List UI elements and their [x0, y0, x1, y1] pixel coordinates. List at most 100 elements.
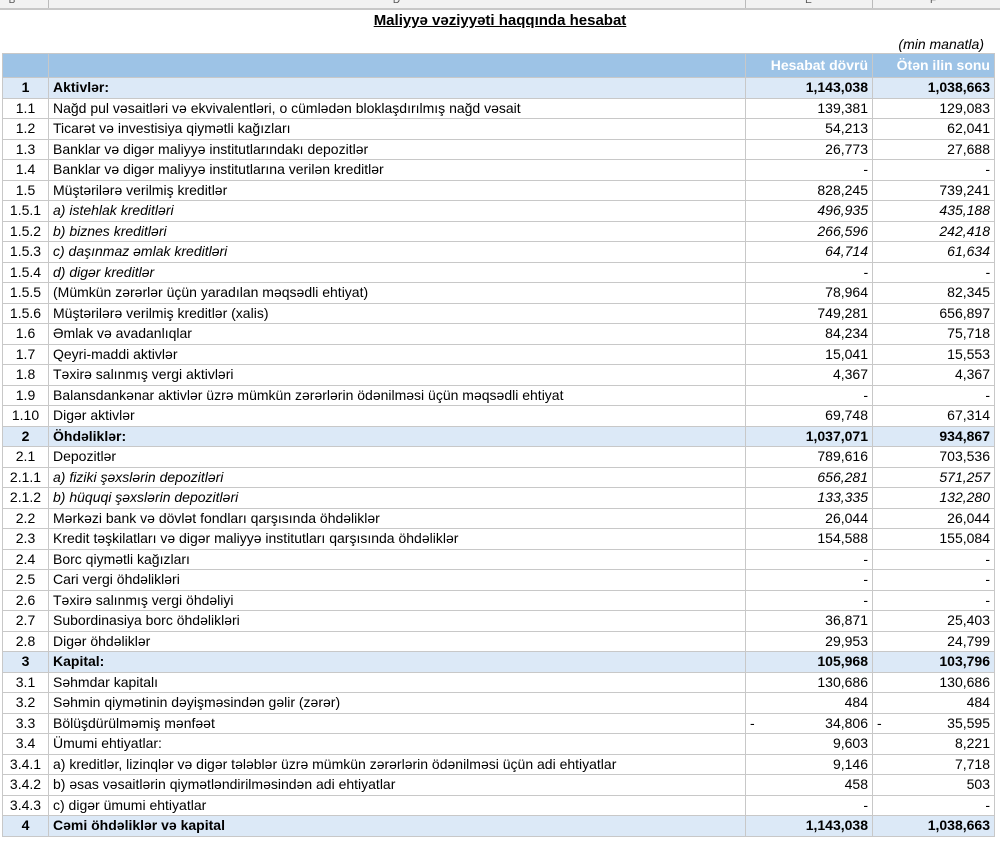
current-period-cell[interactable]: 749,281: [745, 302, 873, 324]
row-description-cell[interactable]: Borc qiymətli kağızları: [48, 548, 746, 570]
row-description-cell[interactable]: Digər aktivlər: [48, 405, 746, 427]
row-number-cell[interactable]: 1.10: [2, 405, 49, 427]
current-period-cell[interactable]: 78,964: [745, 282, 873, 304]
row-description-cell[interactable]: Təxirə salınmış vergi öhdəliyi: [48, 589, 746, 611]
previous-year-cell[interactable]: -: [872, 589, 995, 611]
row-description-cell[interactable]: Müştərilərə verilmiş kreditlər: [48, 179, 746, 201]
current-period-cell[interactable]: 484: [745, 692, 873, 714]
previous-year-cell[interactable]: 242,418: [872, 220, 995, 242]
row-description-cell[interactable]: d) digər kreditlər: [48, 261, 746, 283]
previous-year-cell[interactable]: - 35,595: [872, 712, 995, 734]
current-period-cell[interactable]: 139,381: [745, 97, 873, 119]
previous-year-cell[interactable]: 103,796: [872, 651, 995, 673]
previous-year-cell[interactable]: 24,799: [872, 630, 995, 652]
previous-year-cell[interactable]: 739,241: [872, 179, 995, 201]
previous-year-cell[interactable]: 130,686: [872, 671, 995, 693]
row-number-cell[interactable]: 1.1: [2, 97, 49, 119]
current-period-cell[interactable]: -: [745, 159, 873, 181]
row-number-cell[interactable]: 1.3: [2, 138, 49, 160]
current-period-cell[interactable]: 4,367: [745, 364, 873, 386]
row-description-cell[interactable]: Banklar və digər maliyyə institutlarında…: [48, 138, 746, 160]
previous-year-cell[interactable]: 67,314: [872, 405, 995, 427]
row-description-cell[interactable]: c) digər ümumi ehtiyatlar: [48, 794, 746, 816]
previous-year-cell[interactable]: -: [872, 548, 995, 570]
current-period-cell[interactable]: - 34,806: [745, 712, 873, 734]
row-number-cell[interactable]: 3.3: [2, 712, 49, 734]
row-number-cell[interactable]: 1.5.4: [2, 261, 49, 283]
row-number-cell[interactable]: 1.2: [2, 118, 49, 140]
previous-year-cell[interactable]: 25,403: [872, 610, 995, 632]
row-number-cell[interactable]: 3.4.1: [2, 753, 49, 775]
row-description-cell[interactable]: Qeyri-maddi aktivlər: [48, 343, 746, 365]
previous-year-cell[interactable]: -: [872, 261, 995, 283]
row-number-cell[interactable]: 1.5.3: [2, 241, 49, 263]
current-period-cell[interactable]: 54,213: [745, 118, 873, 140]
row-number-cell[interactable]: 1.9: [2, 384, 49, 406]
previous-year-cell[interactable]: 82,345: [872, 282, 995, 304]
previous-year-cell[interactable]: 484: [872, 692, 995, 714]
previous-year-cell[interactable]: 503: [872, 774, 995, 796]
current-period-cell[interactable]: 496,935: [745, 200, 873, 222]
current-period-cell[interactable]: 656,281: [745, 466, 873, 488]
row-description-cell[interactable]: Öhdəliklər:: [48, 425, 746, 447]
previous-year-cell[interactable]: 27,688: [872, 138, 995, 160]
row-number-cell[interactable]: 1.7: [2, 343, 49, 365]
current-period-cell[interactable]: 458: [745, 774, 873, 796]
row-number-cell[interactable]: 2.7: [2, 610, 49, 632]
row-number-cell[interactable]: 1: [2, 77, 49, 99]
previous-year-cell[interactable]: 571,257: [872, 466, 995, 488]
current-period-cell[interactable]: -: [745, 794, 873, 816]
row-number-cell[interactable]: 1.5.6: [2, 302, 49, 324]
current-period-cell[interactable]: 9,146: [745, 753, 873, 775]
row-description-cell[interactable]: b) əsas vəsaitlərin qiymətləndirilməsind…: [48, 774, 746, 796]
row-description-cell[interactable]: Aktivlər:: [48, 77, 746, 99]
current-period-cell[interactable]: 15,041: [745, 343, 873, 365]
row-number-cell[interactable]: 4: [2, 815, 49, 837]
row-description-cell[interactable]: c) daşınmaz əmlak kreditləri: [48, 241, 746, 263]
previous-year-cell[interactable]: 129,083: [872, 97, 995, 119]
current-period-cell[interactable]: 9,603: [745, 733, 873, 755]
row-number-cell[interactable]: 3.4: [2, 733, 49, 755]
row-description-cell[interactable]: Kredit təşkilatları və digər maliyyə ins…: [48, 528, 746, 550]
row-description-cell[interactable]: Təxirə salınmış vergi aktivləri: [48, 364, 746, 386]
row-description-cell[interactable]: Ticarət və investisiya qiymətli kağızlar…: [48, 118, 746, 140]
current-period-cell[interactable]: -: [745, 384, 873, 406]
current-period-cell[interactable]: 1,143,038: [745, 77, 873, 99]
row-description-cell[interactable]: Ümumi ehtiyatlar:: [48, 733, 746, 755]
previous-year-cell[interactable]: 934,867: [872, 425, 995, 447]
current-period-cell[interactable]: -: [745, 569, 873, 591]
row-description-cell[interactable]: Depozitlər: [48, 446, 746, 468]
row-description-cell[interactable]: b) hüquqi şəxslərin depozitləri: [48, 487, 746, 509]
previous-year-cell[interactable]: 26,044: [872, 507, 995, 529]
row-description-cell[interactable]: Müştərilərə verilmiş kreditlər (xalis): [48, 302, 746, 324]
row-number-cell[interactable]: 1.5.2: [2, 220, 49, 242]
current-period-cell[interactable]: 64,714: [745, 241, 873, 263]
row-number-cell[interactable]: 3.1: [2, 671, 49, 693]
previous-year-cell[interactable]: 75,718: [872, 323, 995, 345]
row-description-cell[interactable]: Subordinasiya borc öhdəlikləri: [48, 610, 746, 632]
previous-year-cell[interactable]: 435,188: [872, 200, 995, 222]
column-letter-b[interactable]: B: [8, 0, 16, 6]
row-description-cell[interactable]: Cari vergi öhdəlikləri: [48, 569, 746, 591]
row-number-cell[interactable]: 3.2: [2, 692, 49, 714]
previous-year-cell[interactable]: 656,897: [872, 302, 995, 324]
row-description-cell[interactable]: a) kreditlər, lizinqlər və digər tələblə…: [48, 753, 746, 775]
current-period-cell[interactable]: 1,037,071: [745, 425, 873, 447]
row-number-cell[interactable]: 2.1.2: [2, 487, 49, 509]
previous-year-cell[interactable]: 1,038,663: [872, 77, 995, 99]
row-number-cell[interactable]: 2.6: [2, 589, 49, 611]
current-period-cell[interactable]: 828,245: [745, 179, 873, 201]
row-number-cell[interactable]: 2.5: [2, 569, 49, 591]
current-period-cell[interactable]: 29,953: [745, 630, 873, 652]
previous-year-cell[interactable]: -: [872, 159, 995, 181]
row-description-cell[interactable]: Mərkəzi bank və dövlət fondları qarşısın…: [48, 507, 746, 529]
previous-year-cell[interactable]: 703,536: [872, 446, 995, 468]
previous-year-cell[interactable]: -: [872, 569, 995, 591]
current-period-cell[interactable]: 105,968: [745, 651, 873, 673]
current-period-cell[interactable]: 133,335: [745, 487, 873, 509]
current-period-cell[interactable]: 26,773: [745, 138, 873, 160]
previous-year-cell[interactable]: 15,553: [872, 343, 995, 365]
row-number-cell[interactable]: 2.1: [2, 446, 49, 468]
previous-year-cell[interactable]: 132,280: [872, 487, 995, 509]
current-period-cell[interactable]: 154,588: [745, 528, 873, 550]
